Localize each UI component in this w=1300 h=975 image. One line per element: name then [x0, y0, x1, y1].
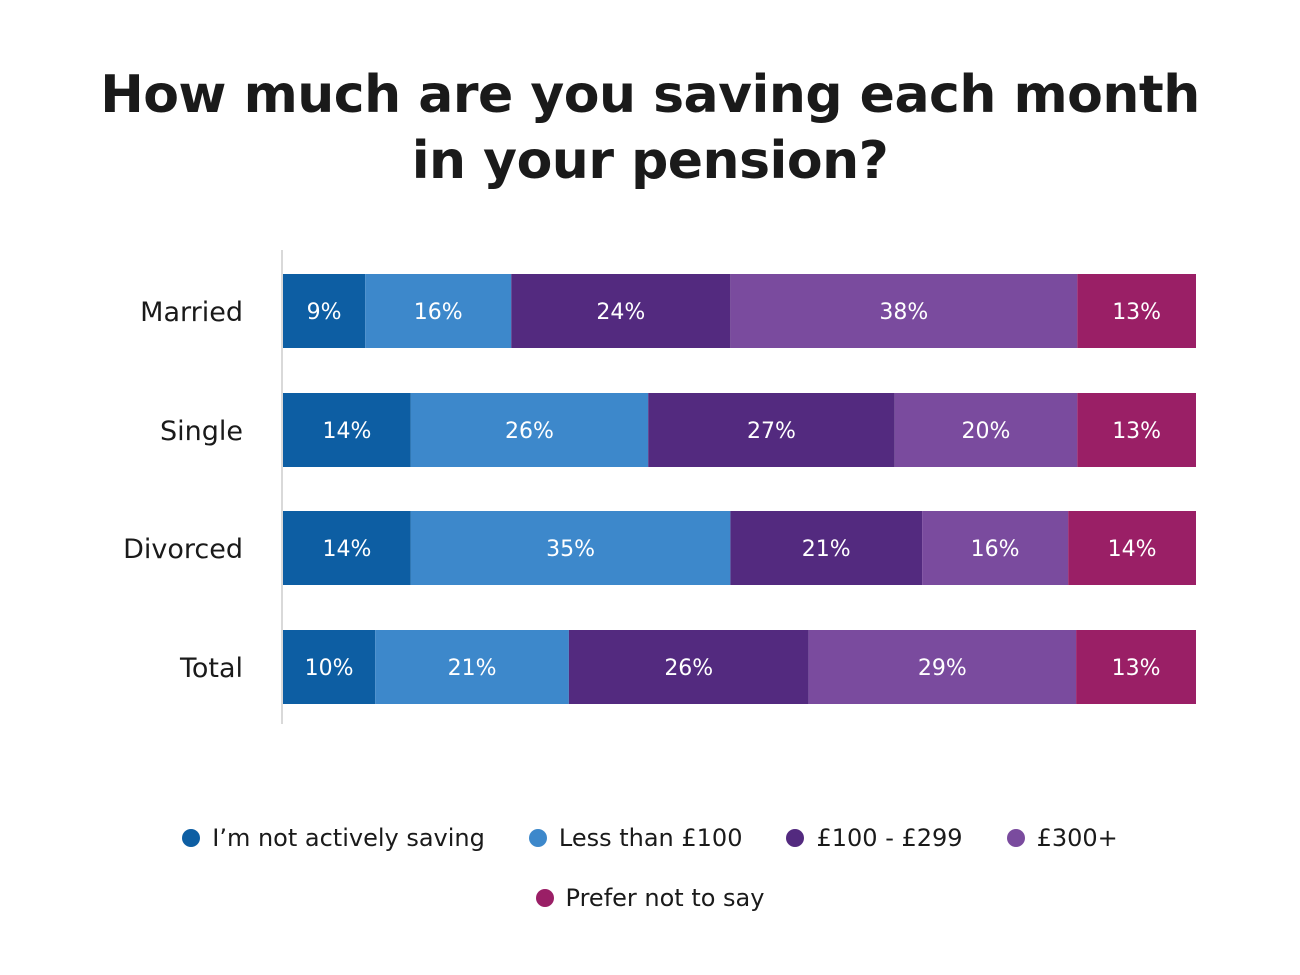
- data-label: 14%: [1108, 537, 1157, 562]
- data-label: 24%: [596, 300, 645, 325]
- legend-item: I’m not actively saving: [182, 818, 485, 858]
- legend-item: £300+: [1006, 818, 1118, 858]
- legend-swatch: [1006, 829, 1025, 847]
- data-label: 38%: [879, 300, 928, 325]
- bar-segment: [283, 511, 411, 585]
- bar-segment: [808, 630, 1077, 704]
- data-label: 35%: [546, 537, 595, 562]
- legend-label: Less than £100: [558, 824, 743, 852]
- bar-segment: [922, 511, 1069, 585]
- bar-segment: [730, 274, 1078, 348]
- data-label: 27%: [747, 419, 796, 444]
- data-label: 29%: [918, 656, 967, 681]
- legend-swatch: [535, 889, 554, 907]
- bar-segment: [894, 393, 1078, 467]
- bar-row-divorced: 14% 35% 21% 16% 14%: [283, 511, 1196, 585]
- legend-swatch: [786, 829, 805, 847]
- data-label: 21%: [802, 537, 851, 562]
- legend-label: £300+: [1036, 824, 1118, 852]
- bar-row-married: 9% 16% 24% 38% 13%: [283, 274, 1196, 348]
- legend-item: £100 - £299: [786, 818, 963, 858]
- chart-title: How much are you saving each month in yo…: [0, 62, 1300, 194]
- bar-row-total: 10% 21% 26% 29% 13%: [283, 630, 1196, 704]
- bar-segment: [410, 511, 731, 585]
- data-label: 14%: [322, 419, 371, 444]
- data-label: 13%: [1112, 300, 1161, 325]
- bar-segment: [283, 393, 411, 467]
- legend-item: Prefer not to say: [535, 878, 765, 918]
- data-label: 14%: [322, 537, 371, 562]
- bar-segment: [1076, 630, 1196, 704]
- legend: I’m not actively saving Less than £100 £10…: [0, 818, 1300, 918]
- legend-item: Less than £100: [528, 818, 743, 858]
- data-label: 16%: [414, 300, 463, 325]
- chart-title-line-2: in your pension?: [411, 131, 889, 191]
- legend-swatch: [528, 829, 547, 847]
- data-label: 26%: [664, 656, 713, 681]
- bar-segment: [648, 393, 895, 467]
- data-label: 26%: [505, 419, 554, 444]
- bar-segment: [283, 274, 366, 348]
- data-label: 21%: [448, 656, 497, 681]
- bar-segment: [375, 630, 569, 704]
- bar-segment: [511, 274, 731, 348]
- data-label: 10%: [305, 656, 354, 681]
- category-label: Divorced: [123, 534, 243, 565]
- bars-group: 9% 16% 24% 38% 13% 14% 26% 27% 20% 13% 14% 35% 21% 16…: [283, 274, 1196, 704]
- legend-label: I’m not actively saving: [212, 824, 485, 852]
- legend-label: £100 - £299: [816, 824, 963, 852]
- bar-segment: [410, 393, 649, 467]
- chart-title-line-1: How much are you saving each month: [100, 65, 1200, 125]
- bar-segment: [568, 630, 809, 704]
- bar-segment: [1068, 511, 1196, 585]
- bar-segment: [730, 511, 923, 585]
- bar-row-single: 14% 26% 27% 20% 13%: [283, 393, 1196, 467]
- bar-segment: [365, 274, 512, 348]
- data-label: 13%: [1112, 656, 1161, 681]
- data-label: 13%: [1112, 419, 1161, 444]
- legend-swatch: [182, 829, 201, 847]
- category-label: Single: [160, 416, 243, 447]
- data-label: 16%: [971, 537, 1020, 562]
- data-label: 9%: [307, 300, 342, 325]
- bar-segment: [283, 630, 376, 704]
- category-label: Married: [140, 297, 243, 328]
- stacked-bar-chart: 9% 16% 24% 38% 13% 14% 26% 27% 20% 13% 14% 35% 21% 16…: [123, 250, 1196, 724]
- data-label: 20%: [962, 419, 1011, 444]
- bar-segment: [1077, 274, 1196, 348]
- legend-label: Prefer not to say: [565, 884, 765, 912]
- bar-segment: [1077, 393, 1196, 467]
- category-labels-group: Married Single Divorced Total: [123, 297, 243, 684]
- category-label: Total: [179, 653, 243, 684]
